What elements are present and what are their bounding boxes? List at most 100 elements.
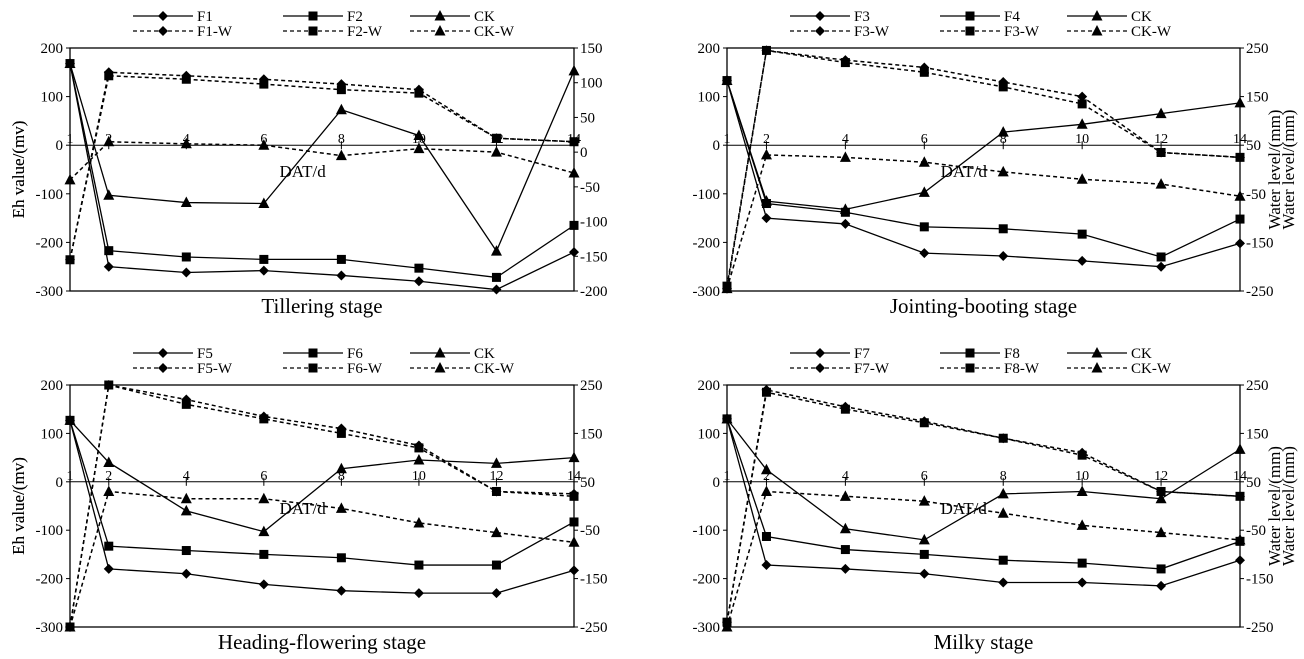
data-point-f2 [104,246,113,255]
data-point-f1 [104,262,114,272]
y2-tick-label: 150 [580,426,603,442]
y-tick-label: -100 [693,187,721,203]
data-point-ck [491,245,502,256]
data-point-ck-w [103,485,114,496]
legend-label: CK-W [1131,24,1172,40]
data-point-f4 [1157,252,1166,261]
data-point-f1 [491,285,501,295]
series-line-ck [70,64,574,252]
data-point-f2-w [259,80,268,89]
legend-label: CK-W [1131,361,1172,377]
legend-marker-f5-w [158,363,168,373]
data-point-f4 [999,224,1008,233]
x-axis-label: DAT/d [279,162,326,181]
data-point-f3-w [920,68,929,77]
data-point-ck [1235,443,1246,454]
data-point-f3 [840,219,850,229]
data-point-f2-w [337,85,346,94]
x-tick-label: 10 [412,469,426,484]
x-tick-label: 12 [1154,469,1168,484]
legend-label: F4 [1004,9,1020,25]
legend-label: F8 [1004,346,1020,362]
data-point-ck-w [840,490,851,501]
data-point-f6-w [414,443,423,452]
data-point-f3 [761,213,771,223]
data-point-f3-w [1236,153,1245,162]
data-point-f1 [336,270,346,280]
legend-label: F8-W [1004,361,1040,377]
y-tick-label: -100 [693,523,721,539]
legend-label: F1-W [197,24,233,40]
data-point-f8 [920,550,929,559]
data-point-f8 [1078,559,1087,568]
data-point-f6-w [570,492,579,501]
data-point-ck [103,189,114,200]
data-point-f2 [337,255,346,264]
data-point-ck-w [181,493,192,504]
legend-marker-ck-w [435,25,446,36]
data-point-f2-w [182,75,191,84]
legend-marker-f2 [309,12,318,21]
legend-label: F2-W [347,24,383,40]
x-axis-label: DAT/d [279,499,326,518]
y2-tick-label: 50 [1246,475,1261,491]
x-tick-label: 2 [763,132,770,147]
y2-tick-label: -150 [580,249,608,265]
y-tick-label: 200 [698,41,721,57]
legend-label: F3 [854,9,870,25]
y-tick-label: 200 [41,378,64,394]
legend-marker-f6-w [309,364,318,373]
data-point-ck [181,505,192,516]
legend-marker-f4 [966,12,975,21]
data-point-f2-w [492,134,501,143]
x-tick-label: 10 [1075,132,1089,147]
data-point-ck-w [1077,173,1088,184]
x-tick-label: 14 [1233,132,1247,147]
legend-marker-f1-w [158,26,168,36]
data-point-f5 [569,565,579,575]
data-point-f7 [998,577,1008,587]
data-point-ck-w [840,151,851,162]
y2-tick-label: -200 [580,284,608,300]
data-point-f7 [1156,581,1166,591]
data-point-ck-w [258,493,269,504]
y-axis-label: Eh value/(mv) [9,121,28,219]
data-point-f4 [920,222,929,231]
legend-marker-f3 [815,11,825,21]
data-point-f6 [259,550,268,559]
data-point-ck [569,452,580,463]
y-tick-label: 200 [698,378,721,394]
y-tick-label: -300 [693,620,721,636]
y-tick-label: 100 [698,426,721,442]
data-point-f4 [1078,230,1087,239]
chart-title: Tillering stage [261,294,382,318]
data-point-f2 [570,221,579,230]
data-point-f1 [181,268,191,278]
data-point-f3-w [841,58,850,67]
legend-marker-f8-w [966,364,975,373]
legend-label: CK [474,9,495,25]
data-point-ck [569,65,580,76]
data-point-f8-w [920,418,929,427]
data-point-f1 [414,276,424,286]
data-point-f6 [337,553,346,562]
y2-tick-label: -150 [1246,235,1274,251]
data-point-ck-w [998,507,1009,518]
data-point-f6 [182,546,191,555]
legend-marker-ck-w [1092,362,1103,373]
y2-tick-label: 50 [1246,138,1261,154]
x-tick-label: 4 [183,469,190,484]
legend-marker-f3-w [966,27,975,36]
legend-marker-ck [1092,347,1103,358]
y2-tick-label: -50 [1246,523,1266,539]
x-tick-label: 6 [921,469,928,484]
data-point-f3-w [762,46,771,55]
legend-label: F5-W [197,361,233,377]
data-point-f2 [182,252,191,261]
legend-label: F6-W [347,361,383,377]
data-point-f8 [762,532,771,541]
data-point-f4 [1236,215,1245,224]
data-point-f6 [414,561,423,570]
y2-tick-label: -250 [1246,620,1274,636]
